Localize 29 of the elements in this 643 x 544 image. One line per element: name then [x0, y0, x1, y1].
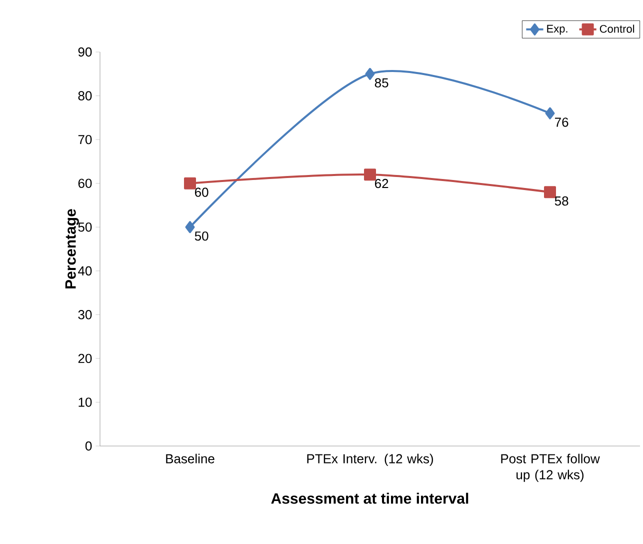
data-label: 76 [555, 118, 568, 127]
data-label: 62 [374, 178, 388, 188]
point [544, 186, 556, 198]
y-tick-label: 20 [78, 354, 92, 364]
y-axis-title: Percentage [65, 209, 79, 288]
data-label: 50 [194, 231, 208, 241]
x-axis-title: Assessment at time interval [271, 492, 468, 504]
data-label: 60 [194, 188, 208, 197]
y-tick-label: 50 [78, 222, 92, 232]
x-tick-label: Baseline [166, 454, 214, 464]
data-label: 58 [554, 196, 568, 206]
legend-label: Exp. [547, 24, 568, 35]
y-tick-label: 0 [85, 441, 92, 451]
y-tick-label: 30 [78, 310, 92, 320]
legend-label: Control [600, 24, 634, 33]
y-tick-label: 60 [78, 178, 92, 188]
point [185, 221, 195, 234]
y-tick-label: 70 [78, 134, 92, 144]
point [365, 68, 375, 80]
y-tick-label: 40 [78, 266, 92, 276]
point [364, 168, 376, 181]
x-tick-label: Post PTEx follow up (12 wks) [501, 454, 600, 482]
y-tick-label: 80 [78, 91, 92, 100]
data-label: 85 [374, 78, 388, 88]
y-tick-label: 90 [78, 47, 92, 57]
y-tick-label: 10 [78, 398, 92, 407]
point [545, 107, 555, 120]
point [184, 177, 196, 190]
x-tick-label: PTEx Interv. (12 wks) [307, 454, 433, 466]
